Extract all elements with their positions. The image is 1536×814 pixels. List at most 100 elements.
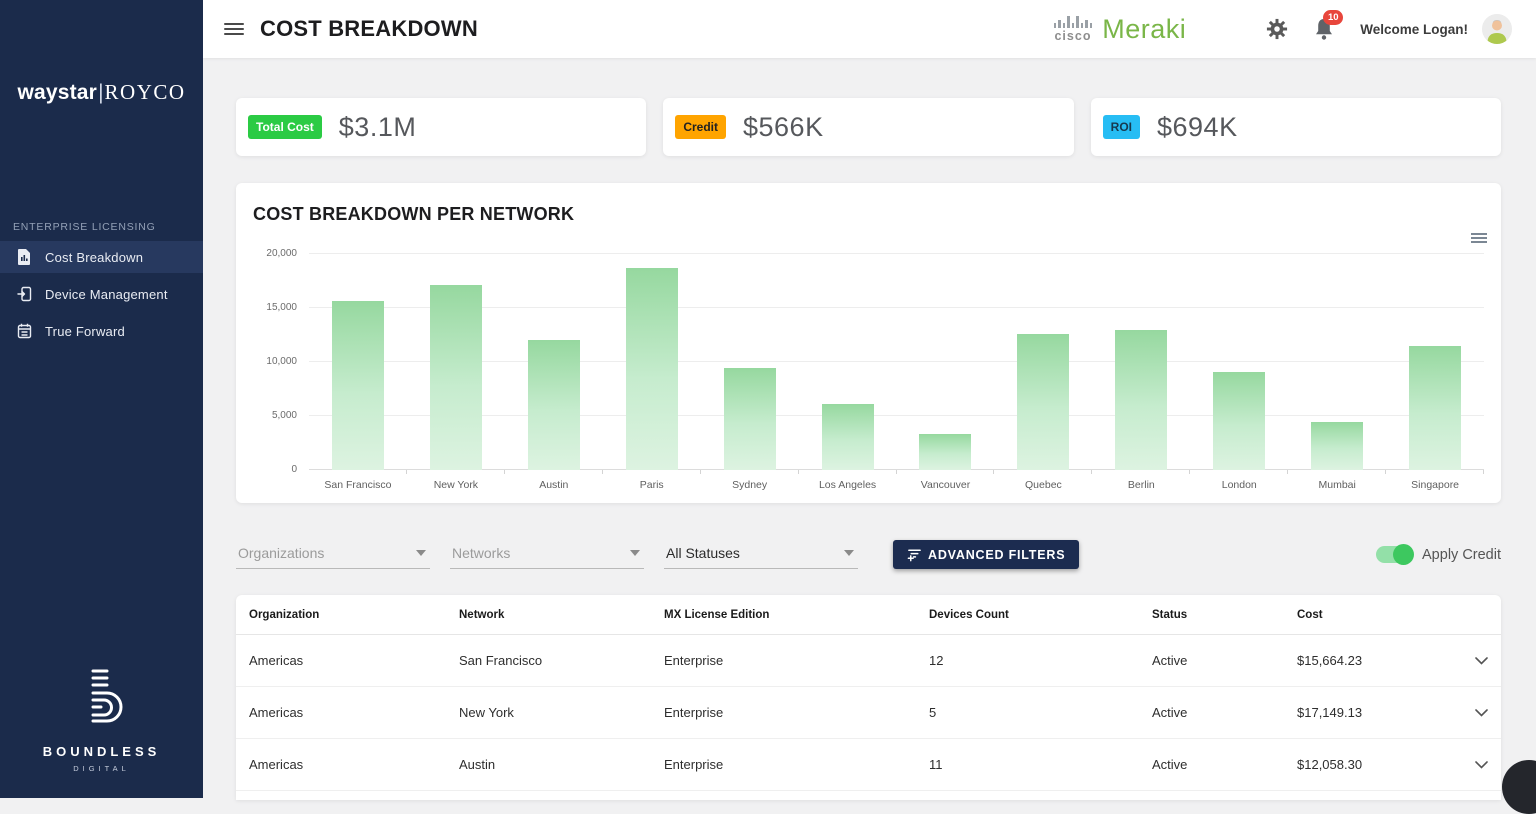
chart-bar[interactable]	[919, 434, 971, 470]
table-column-header: Devices Count	[929, 609, 1152, 621]
table-column-header: MX License Edition	[664, 609, 929, 621]
table-cell-devices-count: 5	[929, 705, 1152, 720]
chart-bar-slot	[603, 254, 701, 470]
table-cell-organization: Americas	[249, 653, 459, 668]
cisco-bars-icon	[1054, 15, 1093, 28]
table-row: AmericasNew YorkEnterprise5Active$17,149…	[236, 687, 1501, 739]
chart-bar[interactable]	[1115, 330, 1167, 470]
table-header-row: OrganizationNetworkMX License EditionDev…	[236, 595, 1501, 635]
chart-x-tick-label: London	[1190, 479, 1288, 491]
bar-chart: 05,00010,00015,00020,000	[253, 254, 1484, 470]
row-expand-chevron-icon[interactable]	[1455, 657, 1488, 665]
table-cell-cost: $12,058.30	[1297, 757, 1455, 772]
sidebar-item-true-forward[interactable]: True Forward	[0, 315, 203, 347]
settings-gear-icon[interactable]	[1266, 18, 1288, 40]
chart-y-tick-label: 10,000	[253, 356, 297, 367]
cost-breakdown-chart-card: COST BREAKDOWN PER NETWORK 05,00010,0001…	[236, 183, 1501, 503]
notification-count-badge: 10	[1323, 10, 1343, 25]
table-cell-network: Austin	[459, 757, 664, 772]
roi-value: $694K	[1157, 112, 1238, 143]
row-expand-chevron-icon[interactable]	[1455, 709, 1488, 717]
chart-bar-slot	[505, 254, 603, 470]
table-cell-mx-license-edition: Enterprise	[664, 653, 929, 668]
chart-bar-slot	[897, 254, 995, 470]
chart-bar-slot	[407, 254, 505, 470]
menu-hamburger-icon[interactable]	[224, 20, 244, 38]
chart-x-tick-label: Singapore	[1386, 479, 1484, 491]
chart-x-tick-label: Los Angeles	[799, 479, 897, 491]
logo-waystar: waystar	[17, 81, 97, 104]
welcome-text: Welcome Logan!	[1360, 22, 1468, 37]
chart-bar[interactable]	[822, 404, 874, 470]
table-cell-cost: $17,149.13	[1297, 705, 1455, 720]
organizations-select-placeholder: Organizations	[238, 545, 324, 561]
statuses-select[interactable]: All Statuses	[664, 541, 858, 569]
cisco-meraki-logo: cisco Meraki	[1054, 15, 1187, 43]
credit-value: $566K	[743, 112, 824, 143]
chevron-down-icon	[630, 550, 640, 556]
sidebar-item-device-management[interactable]: Device Management	[0, 278, 203, 310]
notifications-bell-icon[interactable]: 10	[1314, 18, 1334, 40]
apply-credit-toggle[interactable]	[1376, 546, 1412, 563]
table-column-header: Network	[459, 609, 664, 621]
chart-bar-slot	[701, 254, 799, 470]
filters-row: Organizations Networks All Statuses ADVA…	[236, 540, 1501, 569]
chart-menu-icon[interactable]	[1471, 231, 1487, 245]
sidebar-item-label: True Forward	[45, 324, 125, 339]
section-label-enterprise-licensing: ENTERPRISE LICENSING	[13, 221, 203, 233]
apply-credit-label: Apply Credit	[1422, 547, 1501, 563]
total-cost-card: Total Cost $3.1M	[236, 98, 646, 156]
boundless-sub: DIGITAL	[0, 764, 203, 773]
top-header: COST BREAKDOWN cisco Meraki	[203, 0, 1536, 58]
total-cost-badge: Total Cost	[248, 115, 322, 139]
table-cell-mx-license-edition: Enterprise	[664, 757, 929, 772]
chart-y-tick-label: 0	[253, 464, 297, 475]
waystar-royco-logo: waystar|ROYCO	[0, 80, 203, 105]
chart-y-tick-label: 5,000	[253, 410, 297, 421]
chart-bar-slot	[309, 254, 407, 470]
networks-select-placeholder: Networks	[452, 545, 510, 561]
document-chart-icon	[17, 249, 32, 265]
chart-bar[interactable]	[626, 268, 678, 470]
chart-x-tick-label: Paris	[603, 479, 701, 491]
logo-royco: ROYCO	[105, 80, 186, 104]
chart-bar[interactable]	[1213, 372, 1265, 470]
table-cell-status: Active	[1152, 653, 1297, 668]
stat-cards-row: Total Cost $3.1M Credit $566K ROI $694K	[236, 98, 1501, 156]
sidebar: waystar|ROYCO ENTERPRISE LICENSING Cost …	[0, 0, 203, 798]
table-column-header: Cost	[1297, 609, 1455, 621]
chart-x-tick-label: Mumbai	[1288, 479, 1386, 491]
device-icon	[17, 286, 32, 302]
toggle-knob	[1393, 544, 1414, 565]
row-expand-chevron-icon[interactable]	[1455, 761, 1488, 769]
chevron-down-icon	[844, 550, 854, 556]
logo-divider: |	[98, 81, 103, 104]
table-cell-mx-license-edition: Enterprise	[664, 705, 929, 720]
table-cell-devices-count: 11	[929, 757, 1152, 772]
chart-x-tick-label: Berlin	[1092, 479, 1190, 491]
networks-select[interactable]: Networks	[450, 541, 644, 569]
chart-bar[interactable]	[1017, 334, 1069, 470]
table-cell-status: Active	[1152, 757, 1297, 772]
table-cell-status: Active	[1152, 705, 1297, 720]
total-cost-value: $3.1M	[339, 112, 417, 143]
chart-bar[interactable]	[1409, 346, 1461, 470]
calendar-icon	[17, 323, 32, 339]
chart-bar[interactable]	[724, 368, 776, 470]
chart-bar[interactable]	[430, 285, 482, 470]
organizations-select[interactable]: Organizations	[236, 541, 430, 569]
chart-bar[interactable]	[528, 340, 580, 470]
sidebar-item-cost-breakdown[interactable]: Cost Breakdown	[0, 241, 203, 273]
chart-bar[interactable]	[1311, 422, 1363, 470]
table-cell-organization: Americas	[249, 705, 459, 720]
statuses-select-value: All Statuses	[666, 545, 740, 561]
meraki-wordmark: Meraki	[1102, 16, 1186, 43]
user-avatar[interactable]	[1482, 14, 1512, 44]
chart-bar-slot	[1288, 254, 1386, 470]
chart-x-tick-label: Sydney	[701, 479, 799, 491]
chart-bar[interactable]	[332, 301, 384, 470]
chevron-down-icon	[416, 550, 426, 556]
chart-y-tick-label: 15,000	[253, 302, 297, 313]
chart-x-tick-label: San Francisco	[309, 479, 407, 491]
advanced-filters-button[interactable]: ADVANCED FILTERS	[893, 540, 1079, 569]
